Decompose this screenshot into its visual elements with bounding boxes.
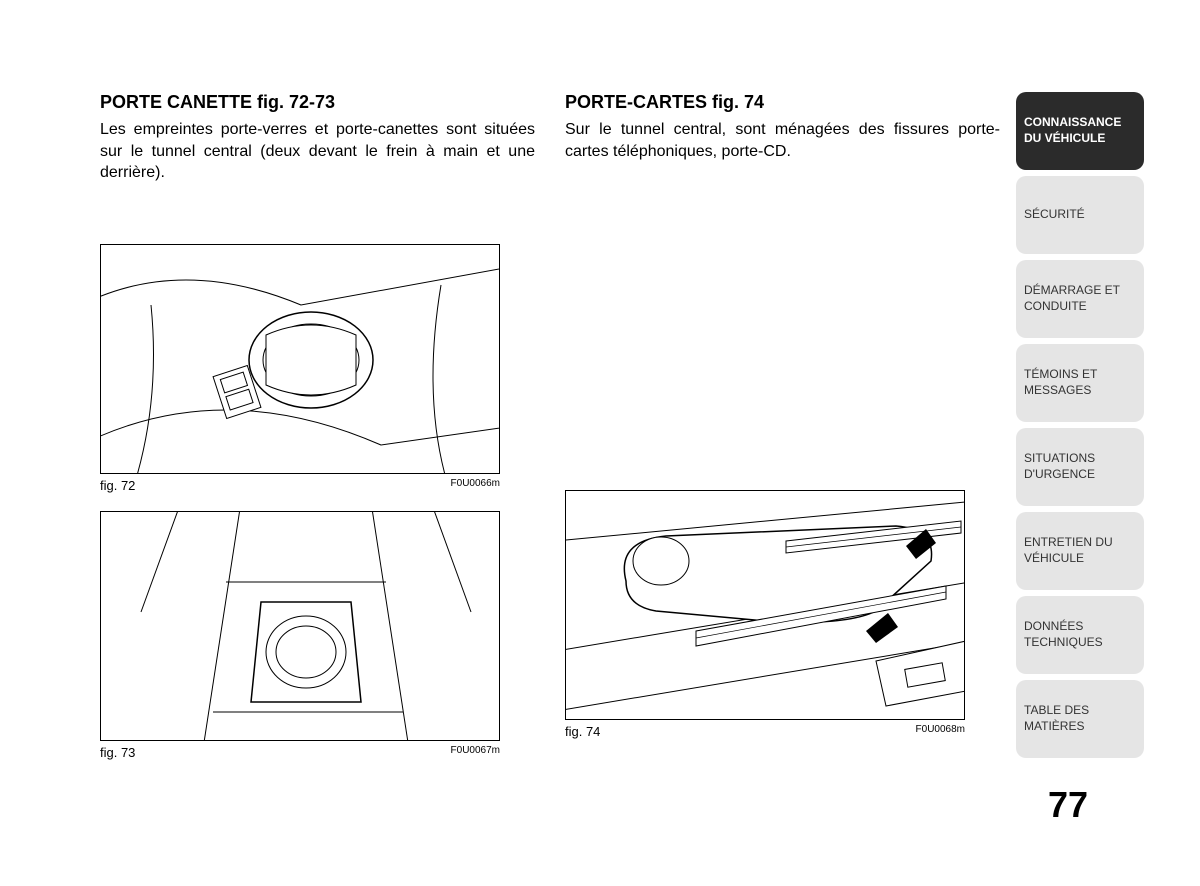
nav-item-table[interactable]: TABLE DES MATIÈRES xyxy=(1016,680,1144,758)
figure-73-image xyxy=(100,511,500,741)
figure-73-caption: fig. 73 xyxy=(100,745,135,760)
figure-73-code: F0U0067m xyxy=(451,745,500,760)
side-nav: CONNAISSANCE DU VÉHICULE SÉCURITÉ DÉMARR… xyxy=(1016,92,1144,764)
figure-73-caption-row: fig. 73 F0U0067m xyxy=(100,745,500,760)
nav-item-urgence[interactable]: SITUATIONS D'URGENCE xyxy=(1016,428,1144,506)
nav-item-connaissance[interactable]: CONNAISSANCE DU VÉHICULE xyxy=(1016,92,1144,170)
left-body-text: Les empreintes porte-verres et porte-can… xyxy=(100,119,535,184)
figure-74-caption-row: fig. 74 F0U0068m xyxy=(565,724,965,739)
figure-74-caption: fig. 74 xyxy=(565,724,600,739)
nav-item-temoins[interactable]: TÉMOINS ET MESSAGES xyxy=(1016,344,1144,422)
right-heading: PORTE-CARTES fig. 74 xyxy=(565,92,1000,113)
left-heading: PORTE CANETTE fig. 72-73 xyxy=(100,92,535,113)
nav-item-demarrage[interactable]: DÉMARRAGE ET CONDUITE xyxy=(1016,260,1144,338)
page-content: PORTE CANETTE fig. 72-73 Les empreintes … xyxy=(100,92,1000,760)
figure-74-image xyxy=(565,490,965,720)
figure-72-image xyxy=(100,244,500,474)
figure-72-caption: fig. 72 xyxy=(100,478,135,493)
figure-72-caption-row: fig. 72 F0U0066m xyxy=(100,478,500,493)
nav-item-securite[interactable]: SÉCURITÉ xyxy=(1016,176,1144,254)
figure-74: fig. 74 F0U0068m xyxy=(565,490,1000,739)
nav-item-donnees[interactable]: DONNÉES TECHNIQUES xyxy=(1016,596,1144,674)
columns: PORTE CANETTE fig. 72-73 Les empreintes … xyxy=(100,92,1000,760)
right-body-text: Sur le tunnel central, sont ménagées des… xyxy=(565,119,1000,162)
left-column: PORTE CANETTE fig. 72-73 Les empreintes … xyxy=(100,92,535,760)
right-column: PORTE-CARTES fig. 74 Sur le tunnel centr… xyxy=(565,92,1000,760)
page-number: 77 xyxy=(1048,784,1088,826)
figure-73: fig. 73 F0U0067m xyxy=(100,511,535,760)
figure-74-code: F0U0068m xyxy=(916,724,965,739)
figure-72-code: F0U0066m xyxy=(451,478,500,493)
nav-item-entretien[interactable]: ENTRETIEN DU VÉHICULE xyxy=(1016,512,1144,590)
figure-72: fig. 72 F0U0066m xyxy=(100,244,535,493)
